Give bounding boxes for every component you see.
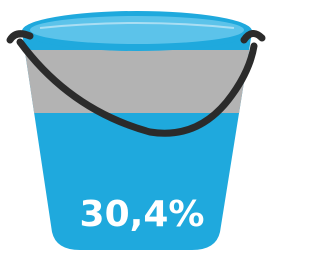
percentage-label: 30,4% xyxy=(80,194,205,235)
bucket-infographic: 30,4% xyxy=(0,0,272,260)
rim-inner xyxy=(30,16,244,44)
handle-right-ring xyxy=(244,33,262,40)
page: {"label": "30,4%"} 30,4% (() => { const … xyxy=(0,0,272,260)
empty-band xyxy=(0,50,272,113)
